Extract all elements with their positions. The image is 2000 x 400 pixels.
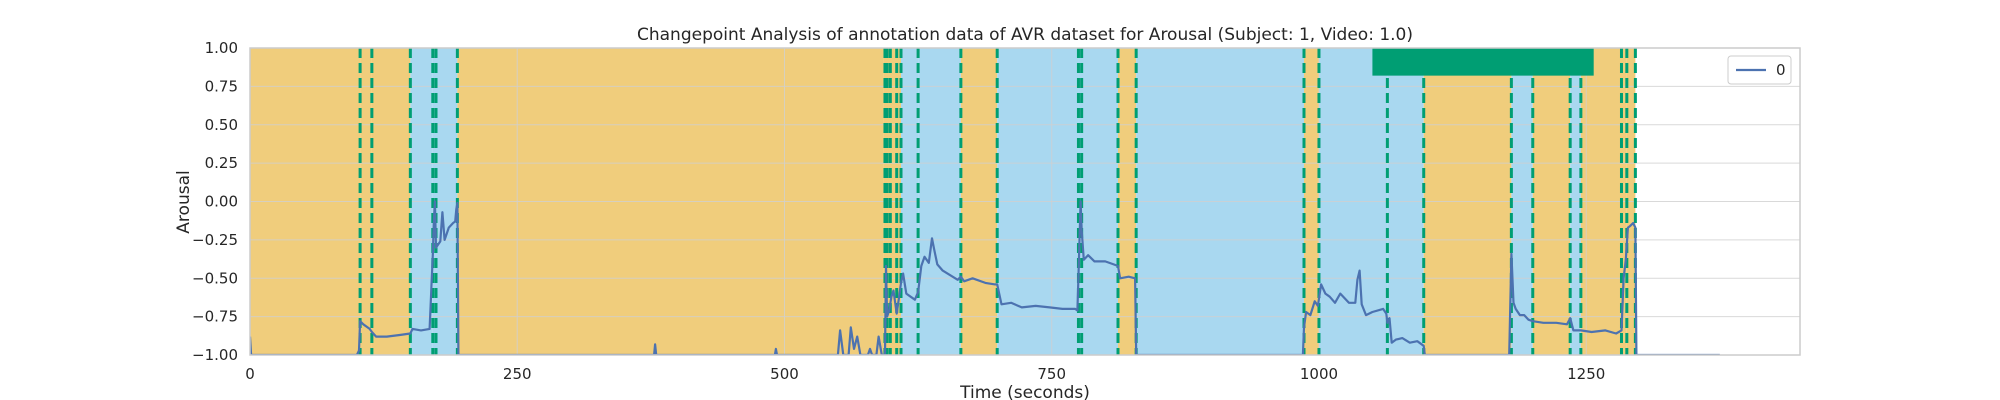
x-tick-label-0: 0 — [245, 365, 255, 383]
series-line-0 — [250, 200, 1720, 355]
chart-title: Changepoint Analysis of annotation data … — [637, 25, 1413, 45]
x-tick-label-3: 750 — [1037, 365, 1066, 383]
legend: 0 — [1727, 55, 1792, 85]
y-axis-label: Arousal — [174, 170, 194, 233]
x-tick-label-2: 500 — [770, 365, 799, 383]
y-tick-label-7: 0.75 — [205, 77, 238, 95]
plot-frame — [249, 47, 1801, 356]
x-tick-label-1: 250 — [503, 365, 532, 383]
overlay-block-layer — [1372, 48, 1594, 76]
y-tick-label-1: −0.75 — [192, 308, 238, 326]
x-tick-label-5: 1250 — [1567, 365, 1605, 383]
y-tick-label-0: −1.00 — [192, 346, 238, 364]
y-axis-ticks: −1.00 −0.75 −0.50 −0.25 0.00 0.25 0.50 0.75 1.00 — [192, 39, 238, 364]
legend-series-label: 0 — [1776, 61, 1786, 79]
y-tick-label-4: 0.00 — [205, 193, 238, 211]
overlay-block — [1372, 48, 1594, 76]
x-axis-label: Time (seconds) — [959, 383, 1090, 400]
x-tick-label-4: 1000 — [1300, 365, 1338, 383]
series-layer — [250, 200, 1720, 355]
x-axis-ticks: 0 250 500 750 1000 1250 — [245, 365, 1605, 383]
y-tick-label-6: 0.50 — [205, 116, 238, 134]
y-tick-label-3: −0.25 — [192, 231, 238, 249]
y-tick-label-2: −0.50 — [192, 269, 238, 287]
y-tick-label-8: 1.00 — [205, 39, 238, 57]
y-tick-label-5: 0.25 — [205, 154, 238, 172]
